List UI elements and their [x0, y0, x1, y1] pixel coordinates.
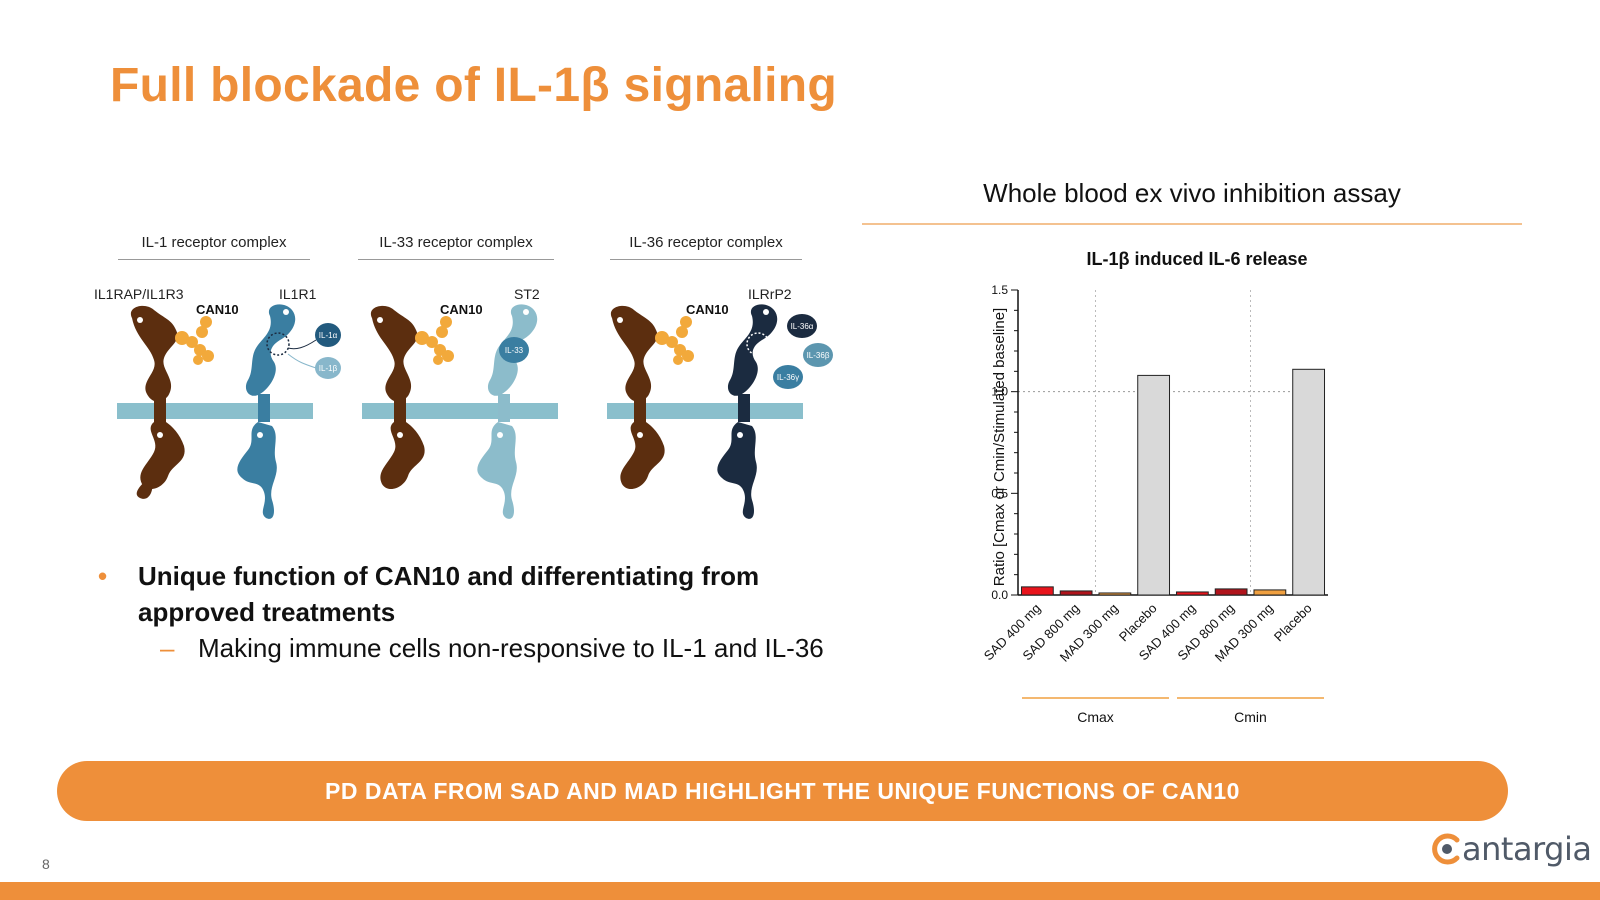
bar-3: [1098, 592, 1132, 596]
binding-site-il36: [746, 332, 770, 356]
svg-text:IL-33: IL-33: [505, 346, 524, 355]
sub-bullet-text: Making immune cells non-responsive to IL…: [198, 633, 824, 663]
receptor-il1rap-1: [130, 305, 185, 499]
sub-bullet: – Making immune cells non-responsive to …: [98, 630, 858, 666]
receptor-diagram: IL1RAP/IL1R3 IL1R1 ST2 ILRrP2 CAN10 CAN1…: [94, 286, 833, 519]
banner-text: PD DATA FROM SAD AND MAD HIGHLIGHT THE U…: [325, 777, 1240, 804]
receptor-label-il1r1: IL1R1: [279, 286, 317, 302]
bullet-list: • Unique function of CAN10 and different…: [98, 558, 858, 666]
bar-7: [1253, 589, 1287, 596]
group-label-cmin: Cmin: [1234, 709, 1267, 725]
receptor-il1rap-2: [370, 305, 425, 490]
main-bullet: • Unique function of CAN10 and different…: [98, 558, 858, 630]
bar-1: [1020, 586, 1054, 596]
binding-site-il1: [266, 332, 290, 356]
logo-text: antargia: [1462, 830, 1592, 868]
x-tick-label-8: Placebo: [1271, 601, 1315, 645]
receptor-ilrrp2: [717, 304, 778, 519]
ligand-il1a: IL-1α: [315, 323, 341, 347]
membrane-3: [607, 403, 803, 419]
dash-icon: –: [160, 633, 175, 663]
chart-title: IL-1β induced IL-6 release: [1086, 249, 1307, 269]
highlight-banner: PD DATA FROM SAD AND MAD HIGHLIGHT THE U…: [57, 761, 1508, 821]
antibody-label-2: CAN10: [440, 302, 483, 317]
bar-5: [1175, 591, 1209, 596]
receptor-label-il1rap: IL1RAP/IL1R3: [94, 286, 184, 302]
svg-text:IL-1β: IL-1β: [319, 364, 338, 373]
cantargia-logo: antargia: [1432, 830, 1592, 868]
receptor-label-st2: ST2: [514, 286, 540, 302]
ligand-il36a: IL-36α: [787, 314, 817, 338]
receptor-il1r1: [237, 304, 296, 519]
svg-text:IL-36β: IL-36β: [807, 351, 830, 360]
antibody-label-3: CAN10: [686, 302, 729, 317]
bar-2: [1059, 590, 1093, 596]
y-tick-label: 0.5: [991, 486, 1008, 500]
antibody-can10-1: [175, 316, 214, 365]
ligand-il36b: IL-36β: [803, 343, 833, 367]
y-tick-label: 1.5: [991, 283, 1008, 297]
complex-label-il33: IL-33 receptor complex: [358, 234, 554, 260]
assay-divider: [862, 223, 1522, 225]
membrane-1: [117, 403, 313, 419]
complex-label-il1: IL-1 receptor complex: [118, 234, 310, 260]
svg-text:IL-36γ: IL-36γ: [777, 373, 799, 382]
receptor-il1rap-3: [610, 305, 665, 490]
bar-chart: IL-1β induced IL-6 release Ratio [Cmax o…: [981, 249, 1328, 725]
antibody-can10-2: [415, 316, 454, 365]
svg-text:IL-36α: IL-36α: [791, 322, 814, 331]
assay-heading: Whole blood ex vivo inhibition assay: [983, 178, 1401, 208]
page-number: 8: [42, 856, 50, 872]
bullet-dot-icon: •: [98, 561, 108, 591]
slide-title: Full blockade of IL-1β signaling: [110, 59, 837, 112]
svg-text:IL-1α: IL-1α: [319, 331, 338, 340]
complex-label-il36: IL-36 receptor complex: [610, 234, 802, 260]
bar-8: [1292, 368, 1326, 596]
ligand-il33: IL-33: [499, 337, 529, 363]
group-label-cmax: Cmax: [1077, 709, 1114, 725]
ligand-il1b: IL-1β: [315, 357, 341, 379]
y-tick-label: 1.0: [991, 385, 1008, 399]
main-bullet-text: Unique function of CAN10 and differentia…: [138, 561, 760, 627]
footer-bar: [0, 882, 1600, 900]
chart-ylabel: Ratio [Cmax or Cmin/Stimulated baseline]: [991, 308, 1008, 586]
receptor-label-ilrrp2: ILRrP2: [748, 286, 792, 302]
bar-4: [1137, 374, 1171, 596]
y-tick-label: 0.0: [991, 588, 1008, 602]
bar-6: [1214, 588, 1248, 596]
antibody-label-1: CAN10: [196, 302, 239, 317]
antibody-can10-3: [655, 316, 694, 365]
logo-c-icon: [1432, 833, 1460, 865]
membrane-2: [362, 403, 558, 419]
ligand-il36g: IL-36γ: [773, 365, 803, 389]
